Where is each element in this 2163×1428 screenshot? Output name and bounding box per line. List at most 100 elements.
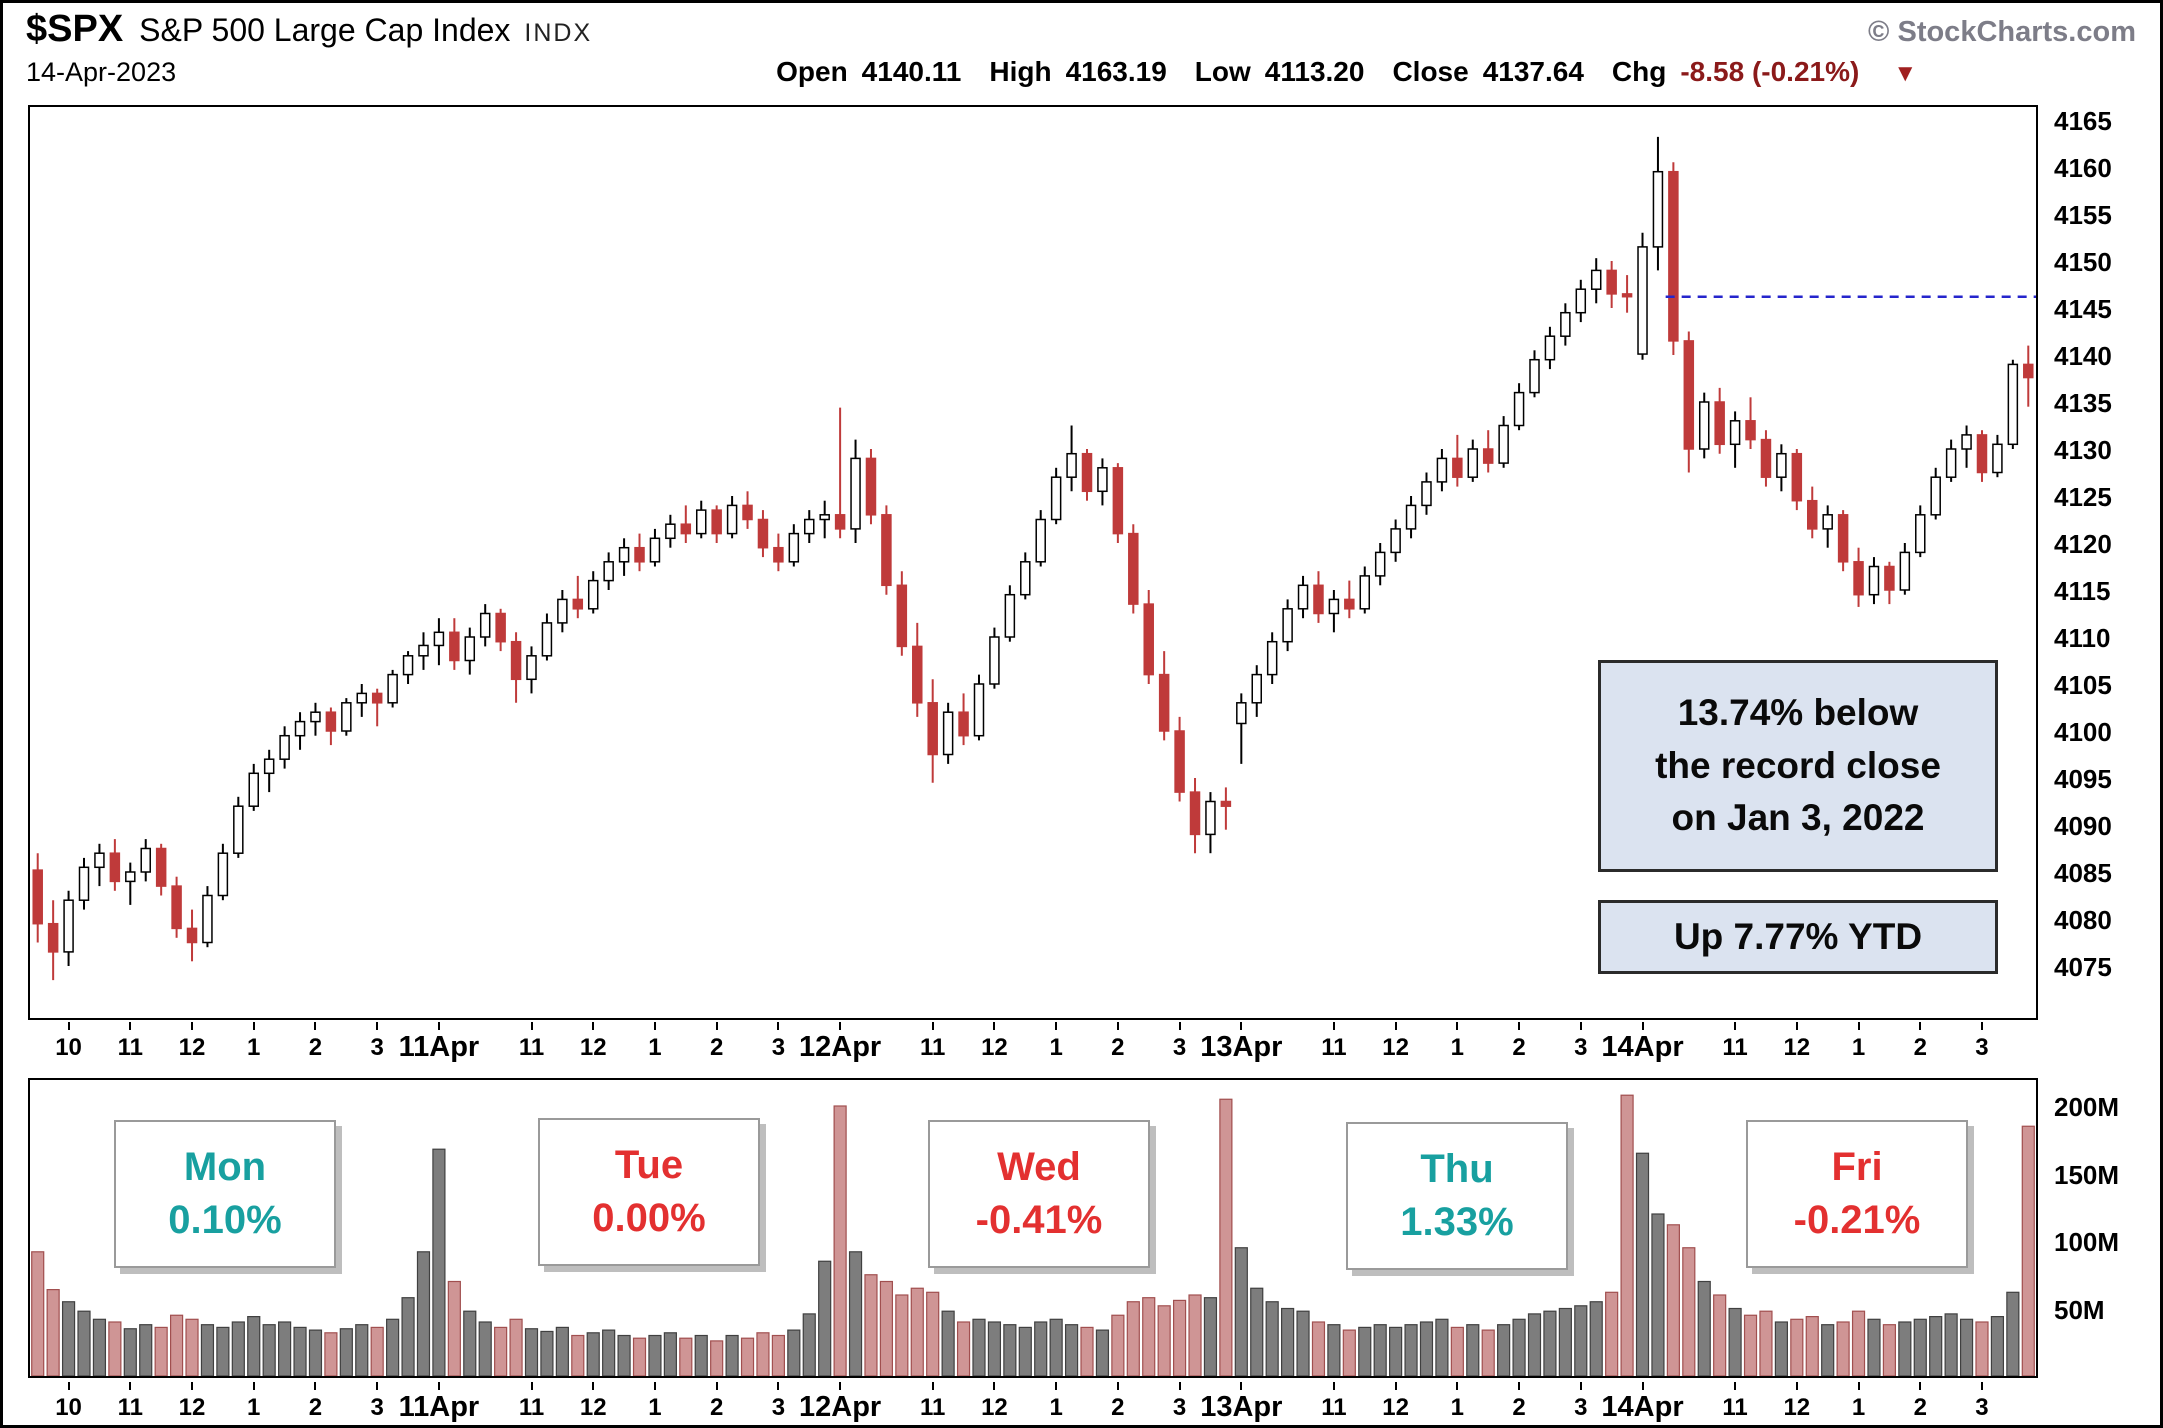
axis-tick xyxy=(1178,1382,1181,1390)
axis-tick xyxy=(530,1382,533,1390)
time-axis-label: 2 xyxy=(1111,1394,1125,1421)
time-axis-label: 2 xyxy=(1913,1394,1927,1421)
price-tick-label: 4080 xyxy=(2054,905,2112,935)
price-tick-label: 4130 xyxy=(2054,435,2112,465)
axis-tick xyxy=(376,1382,379,1390)
axis-tick xyxy=(993,1382,996,1390)
axis-tick xyxy=(777,1022,780,1030)
axis-tick xyxy=(931,1382,934,1390)
axis-tick xyxy=(1116,1382,1119,1390)
price-tick-label: 4105 xyxy=(2054,670,2112,700)
time-axis-label: 2 xyxy=(1512,1394,1526,1421)
day-box-fri: Fri -0.21% xyxy=(1746,1120,1968,1268)
day-name: Mon xyxy=(183,1145,267,1189)
day-name: Tue xyxy=(614,1143,684,1187)
time-axis-label: 11 xyxy=(1722,1034,1748,1061)
time-axis-label: 2 xyxy=(1111,1034,1125,1061)
axis-tick xyxy=(715,1382,718,1390)
time-axis-label: 1 xyxy=(1049,1034,1063,1061)
price-tick-label: 4115 xyxy=(2054,576,2111,606)
time-axis-label: 1 xyxy=(1049,1394,1063,1421)
time-axis-label: 2 xyxy=(1512,1034,1526,1061)
price-tick-label: 4110 xyxy=(2054,623,2111,653)
axis-tick xyxy=(314,1022,317,1030)
time-axis-label: 10 xyxy=(55,1034,82,1061)
date-axis-label: 14Apr xyxy=(1601,1031,1684,1063)
time-axis-label: 2 xyxy=(709,1034,724,1061)
axis-tick xyxy=(1518,1382,1521,1390)
day-name: Fri xyxy=(1831,1145,1883,1189)
axis-tick xyxy=(1456,1022,1459,1030)
axis-tick xyxy=(1980,1022,1983,1030)
time-axis-label: 3 xyxy=(1975,1034,1989,1061)
date-axis-label: 13Apr xyxy=(1200,1391,1283,1423)
time-axis-top: 10 11 12 1 2 3 11Apr 11 12 1 2 3 12Apr 11 12 1 2 3 13Apr 11… xyxy=(28,1022,2038,1076)
price-axis: 4165 4160 4155 4150 4145 4140 4135 4130 4125 4120… xyxy=(2048,105,2160,1024)
axis-tick xyxy=(1518,1022,1521,1030)
time-axis-label: 11 xyxy=(518,1034,545,1061)
axis-tick xyxy=(1456,1382,1459,1390)
price-tick-label: 4125 xyxy=(2054,482,2112,512)
record-close-annotation: 13.74% below the record close on Jan 3, … xyxy=(1598,660,1998,872)
chg-value: -8.58 (-0.21%) xyxy=(1680,56,1860,87)
time-axis-label: 1 xyxy=(247,1394,261,1421)
time-axis-label: 11 xyxy=(117,1034,143,1061)
candlestick-chart xyxy=(32,136,2036,981)
axis-tick xyxy=(1641,1022,1644,1030)
time-axis-label: 12 xyxy=(178,1394,206,1421)
time-axis-label: 1 xyxy=(1450,1394,1465,1421)
time-axis-label: 2 xyxy=(308,1394,323,1421)
price-tick-label: 4145 xyxy=(2054,294,2112,324)
time-axis-label: 12 xyxy=(579,1394,607,1421)
price-tick-label: 4075 xyxy=(2054,952,2112,982)
time-axis-label: 12 xyxy=(1783,1394,1811,1421)
price-tick-label: 4135 xyxy=(2054,388,2112,418)
open-value: 4140.11 xyxy=(861,56,962,87)
axis-tick xyxy=(1394,1382,1397,1390)
time-axis-label: 11 xyxy=(1321,1394,1347,1421)
time-axis-label: 3 xyxy=(1574,1394,1588,1421)
axis-tick xyxy=(592,1382,595,1390)
axis-tick xyxy=(191,1022,194,1030)
day-box-tue: Tue 0.00% xyxy=(538,1118,760,1266)
time-axis-label: 1 xyxy=(648,1034,662,1061)
axis-tick xyxy=(653,1022,656,1030)
time-axis-label: 3 xyxy=(771,1394,786,1421)
time-axis-bottom: 10 11 12 1 2 3 11Apr 11 12 1 2 3 12Apr 11 12 1 2 3 13Apr 11… xyxy=(28,1382,2038,1426)
axis-tick xyxy=(129,1382,132,1390)
axis-tick xyxy=(839,1022,842,1030)
time-axis-label: 12 xyxy=(1382,1034,1409,1061)
axis-tick xyxy=(1980,1382,1983,1390)
record-close-line2: the record close xyxy=(1655,744,1941,786)
time-axis-label: 11 xyxy=(920,1394,946,1421)
date-axis-label: 11Apr xyxy=(398,1031,480,1063)
low-value: 4113.20 xyxy=(1264,56,1365,87)
ticker-symbol: $SPX xyxy=(26,8,124,50)
exchange-label: INDX xyxy=(524,19,593,47)
price-tick-label: 4150 xyxy=(2054,247,2112,277)
chg-label: Chg xyxy=(1611,56,1667,87)
volume-axis: 200M 150M 100M 50M xyxy=(2048,1078,2160,1378)
price-tick-label: 4160 xyxy=(2054,153,2112,183)
volume-tick-label: 100M xyxy=(2054,1227,2120,1257)
time-axis-label: 12 xyxy=(178,1034,206,1061)
time-axis-label: 2 xyxy=(308,1034,323,1061)
ohlc-quote: Open 4140.11 High 4163.19 Low 4113.20 Cl… xyxy=(776,56,1917,88)
price-panel xyxy=(28,105,2038,1020)
axis-tick xyxy=(715,1022,718,1030)
close-value: 4137.64 xyxy=(1482,56,1584,87)
price-tick-label: 4090 xyxy=(2054,811,2112,841)
price-tick-label: 4095 xyxy=(2054,764,2112,794)
axis-tick xyxy=(1641,1382,1644,1390)
axis-tick xyxy=(839,1382,842,1390)
time-axis-label: 3 xyxy=(370,1034,384,1061)
time-axis-label: 12 xyxy=(1382,1394,1409,1421)
time-axis-label: 2 xyxy=(709,1394,724,1421)
day-pct: -0.21% xyxy=(1793,1198,1921,1242)
time-axis-label: 10 xyxy=(55,1394,82,1421)
axis-tick xyxy=(1332,1022,1335,1030)
price-tick-label: 4165 xyxy=(2054,106,2112,136)
price-tick-label: 4155 xyxy=(2054,200,2112,230)
down-triangle-icon: ▼ xyxy=(1893,60,1918,87)
